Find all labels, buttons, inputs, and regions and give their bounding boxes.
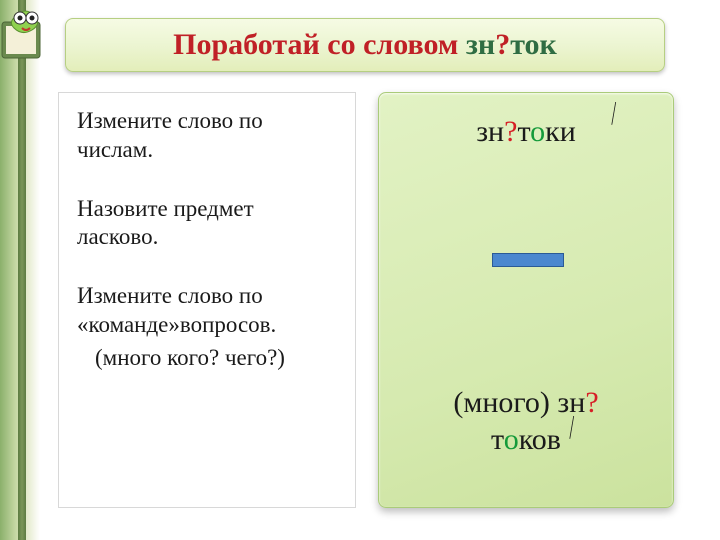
w1-d: ки xyxy=(545,115,576,148)
instruction-2: Назовите предмет ласково. xyxy=(77,195,337,253)
page-binding-decor xyxy=(0,0,40,540)
title-part-q: ? xyxy=(495,28,510,61)
word-line-3: токов xyxy=(379,423,673,457)
page-binding-line xyxy=(18,0,26,540)
w2-pre: (много) xyxy=(453,386,557,419)
instruction-4: (много кого? чего?) xyxy=(77,344,337,373)
title-part-zn: зн xyxy=(466,28,495,61)
word-line-2: (много) зн? xyxy=(379,386,673,420)
w3-b: т xyxy=(491,423,504,456)
word-line-1: зн?токи xyxy=(379,115,673,149)
title-banner: Поработай со словом зн?ток xyxy=(65,18,665,72)
w3-d: ков xyxy=(519,423,561,456)
w3-c: о xyxy=(504,423,519,456)
instruction-3: Измените слово по «команде»вопросов. xyxy=(77,282,337,340)
title-text: Поработай со словом зн?ток xyxy=(173,28,557,62)
w1-b: т xyxy=(517,115,530,148)
w2-q: ? xyxy=(585,386,598,419)
instruction-1: Измените слово по числам. xyxy=(77,107,337,165)
instructions-panel: Измените слово по числам. Назовите предм… xyxy=(58,92,356,508)
w1-a: зн xyxy=(476,115,504,148)
title-part-tok: ток xyxy=(510,28,557,61)
blank-bar xyxy=(492,253,564,267)
bookworm-icon xyxy=(0,4,56,64)
w1-c: о xyxy=(530,115,545,148)
w1-q: ? xyxy=(504,115,517,148)
answer-panel: / зн?токи (много) зн? / токов xyxy=(378,92,674,508)
title-part-main: Поработай со словом xyxy=(173,28,466,61)
